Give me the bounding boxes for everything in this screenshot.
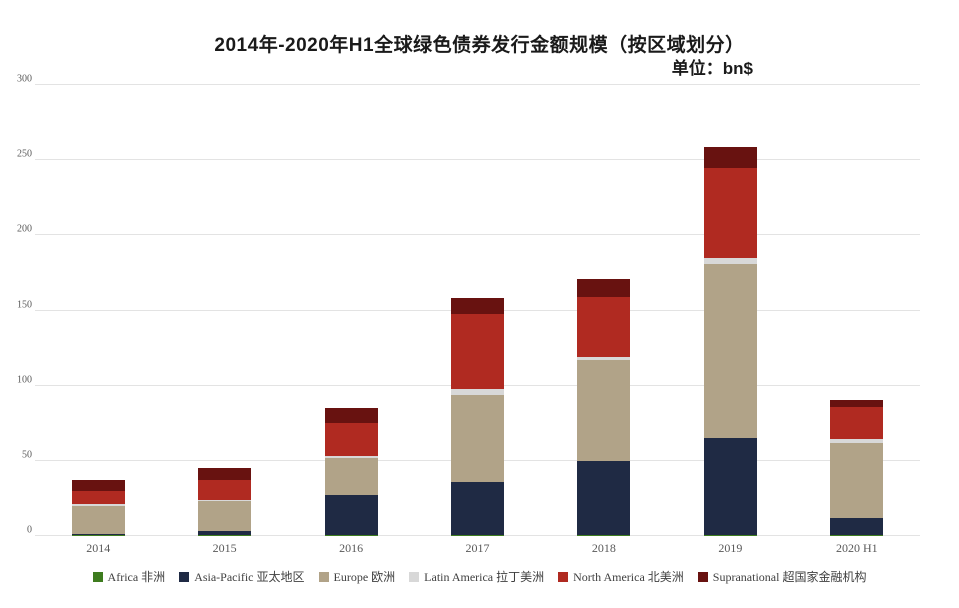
legend-item-europe: Europe 欧洲 (318, 568, 396, 585)
bar-segment-supranational (577, 278, 631, 297)
bar-segment-north (71, 490, 125, 504)
chart-subtitle-unit: 单位：bn$ (671, 59, 753, 78)
bar-segment-supranational (198, 468, 252, 481)
bar-segment-europe (198, 501, 252, 531)
y-tick-label-200: 200 (17, 223, 32, 235)
legend-item-africa: Africa 非洲 (92, 568, 166, 585)
x-tick-label-2015: 2015 (212, 541, 237, 555)
bar-2017 (451, 85, 504, 536)
gridline-y-300 (35, 84, 920, 85)
legend: Africa 非洲 Asia-Pacific 亚太地区 Europe 欧洲 Latin… (0, 568, 959, 585)
bar-segment-north (577, 296, 631, 358)
bar-segment-africa (703, 534, 757, 536)
legend-item-latin: Latin America 拉丁美洲 (409, 568, 544, 585)
bar-segment-europe (577, 360, 631, 461)
legend-swatch-europe (318, 571, 329, 582)
bar-2014 (71, 85, 125, 536)
bar-segment-europe (324, 457, 378, 496)
legend-item-north: North America 北美洲 (558, 568, 684, 585)
legend-item-asia-pacific: Asia-Pacific 亚太地区 (179, 568, 305, 585)
bar-segment-europe (71, 505, 125, 534)
legend-label-latin: Latin America 拉丁美洲 (424, 570, 545, 584)
gridline-y-250 (35, 159, 920, 161)
bar-segment-north (830, 407, 884, 440)
bar-segment-latin (198, 499, 252, 502)
bar-segment-north (703, 167, 757, 258)
bar-segment-africa (198, 535, 252, 536)
bar-segment-asia-pacific (198, 530, 252, 536)
bar-segment-asia-pacific (577, 460, 631, 536)
bar-segment-europe (830, 442, 884, 518)
plot-area: 0 50 100 150 200 250 300 (17, 74, 920, 536)
bar-2016 (324, 85, 378, 536)
legend-swatch-latin (409, 571, 420, 582)
y-tick-label-50: 50 (22, 449, 32, 461)
bar-segment-supranational (451, 298, 504, 314)
x-tick-label-2019: 2019 (718, 541, 743, 555)
legend-item-supranational: Supranational 超国家金融机构 (697, 568, 867, 585)
y-tick-label-250: 250 (17, 148, 32, 160)
x-tick-label-2016: 2016 (339, 541, 364, 555)
bar-segment-supranational (324, 408, 378, 424)
y-tick-label-0: 0 (27, 524, 32, 536)
x-tick-label-2014: 2014 (86, 541, 111, 555)
x-tick-label-2018: 2018 (591, 541, 616, 555)
legend-label-north: North America 北美洲 (573, 570, 684, 584)
legend-swatch-supranational (697, 571, 708, 582)
gridline-y-200 (35, 234, 920, 236)
bar-segment-latin (324, 456, 378, 458)
bar-segment-asia-pacific (324, 495, 378, 536)
bar-segment-supranational (830, 399, 884, 408)
bar-segment-supranational (71, 480, 125, 491)
bar-2015 (198, 85, 252, 536)
bar-segment-asia-pacific (703, 438, 757, 535)
bar-segment-latin (703, 257, 757, 264)
bar-segment-africa (451, 535, 504, 536)
legend-label-asia-pacific: Asia-Pacific 亚太地区 (194, 570, 305, 584)
bar-segment-north (198, 480, 252, 500)
bar-segment-north (451, 313, 504, 389)
legend-swatch-africa (92, 571, 103, 582)
bar-segment-latin (451, 388, 504, 395)
bar-segment-africa (71, 535, 125, 536)
bar-segment-africa (830, 535, 884, 536)
legend-label-supranational: Supranational 超国家金融机构 (712, 570, 867, 584)
bar-2018 (577, 85, 631, 536)
bar-2020-h1 (830, 85, 884, 536)
legend-swatch-asia-pacific (179, 571, 190, 582)
bar-segment-asia-pacific (830, 517, 884, 536)
bar-segment-europe (703, 263, 757, 439)
x-tick-label-2020-h1: 2020 H1 (835, 541, 878, 555)
bar-segment-africa (577, 535, 631, 536)
bar-segment-europe (451, 394, 504, 482)
bar-segment-asia-pacific (71, 533, 125, 536)
y-tick-label-300: 300 (17, 73, 32, 85)
bar-segment-supranational (703, 146, 757, 168)
bar-segment-asia-pacific (451, 481, 504, 536)
legend-swatch-north (558, 571, 569, 582)
y-tick-label-150: 150 (17, 299, 32, 310)
bar-segment-africa (324, 535, 378, 536)
legend-label-europe: Europe 欧洲 (333, 570, 396, 584)
chart-title: 2014年-2020年H1全球绿色债券发行金额规模（按区域划分） (214, 35, 745, 56)
bar-segment-north (324, 423, 378, 457)
bar-segment-latin (577, 357, 631, 361)
legend-label-africa: Africa 非洲 (107, 570, 166, 584)
bar-2019 (703, 85, 757, 536)
bar-segment-latin (830, 439, 884, 443)
bar-segment-latin (71, 503, 125, 506)
y-tick-label-100: 100 (17, 374, 32, 386)
x-tick-label-2017: 2017 (465, 541, 490, 555)
